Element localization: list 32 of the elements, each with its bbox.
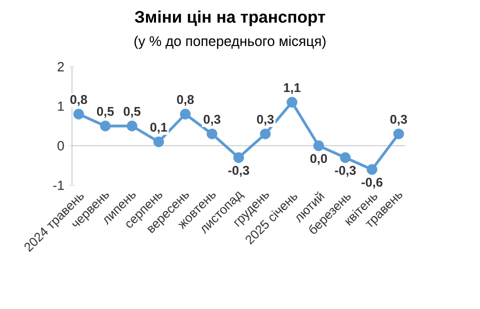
data-label: -0,3 [334,166,356,177]
chart-title: Зміни цін на транспорт [134,10,326,26]
point [100,120,111,132]
data-label: 0,5 [97,106,114,118]
y-tick-label: 2 [58,62,64,72]
data-label: 0,8 [177,95,194,106]
point [340,152,351,163]
point [366,164,378,175]
data-label: 0,3 [390,114,408,126]
y-tick-label: 0 [58,141,64,150]
point [206,128,218,140]
point [260,128,271,140]
point [286,96,298,108]
point [233,152,244,163]
point [313,140,324,152]
y-tick-label: -1 [53,180,64,190]
data-label: 0,3 [204,114,220,126]
point [393,128,404,140]
data-label: 0,1 [150,122,168,134]
point [180,108,191,120]
data-label: 0,8 [70,95,88,106]
y-tick-label: 1 [58,102,64,111]
chart-subtitle: (у % до попереднього місяця) [134,36,326,49]
point [126,120,138,132]
data-label: 0,5 [124,106,140,118]
data-label: 0,0 [310,154,327,165]
data-label: 0,3 [257,114,274,126]
point [153,136,164,148]
data-label: -0,6 [362,178,382,189]
point [73,108,84,120]
data-label: -0,3 [228,166,250,177]
data-label: 1,1 [284,83,300,94]
